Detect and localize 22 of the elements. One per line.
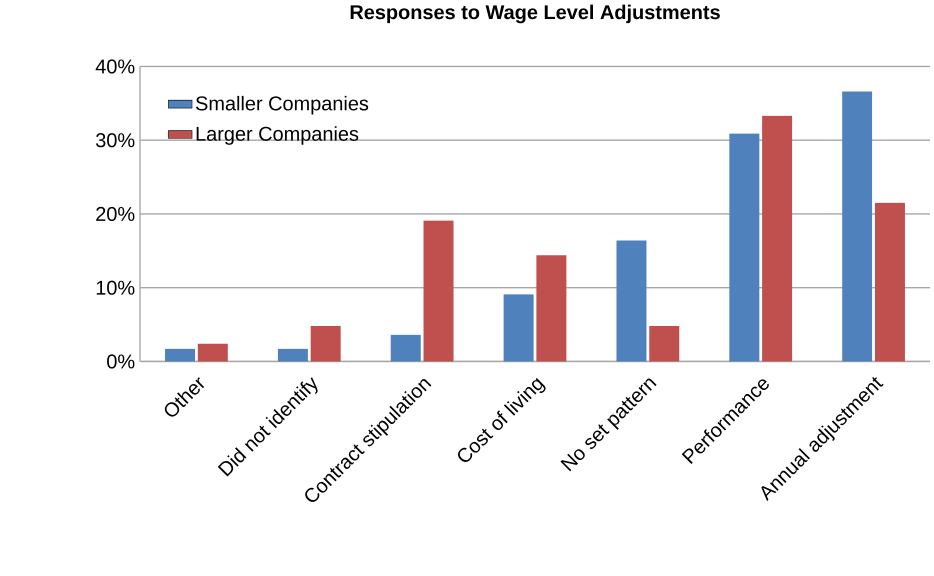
y-tick-label: 20% [96,206,134,221]
bar [616,240,646,362]
bar [536,255,566,362]
y-tick-label: 10% [96,280,134,295]
legend-label: Smaller Companies [196,96,368,114]
bar [504,294,534,362]
bar [649,326,680,362]
bar [310,326,341,362]
bar [729,133,760,362]
y-tick-label: 40% [96,59,134,74]
chart-title: Responses to Wage Level Adjustments [350,4,720,24]
bar [165,348,196,362]
y-tick-label: 0% [107,354,134,368]
y-tick-label: 30% [96,132,134,148]
legend-label: Larger Companies [196,126,358,145]
bar [842,91,872,362]
bar [874,202,905,362]
bar [278,348,308,362]
bar [198,344,228,362]
bar [424,220,454,362]
bar [390,334,421,362]
bar [762,116,792,362]
